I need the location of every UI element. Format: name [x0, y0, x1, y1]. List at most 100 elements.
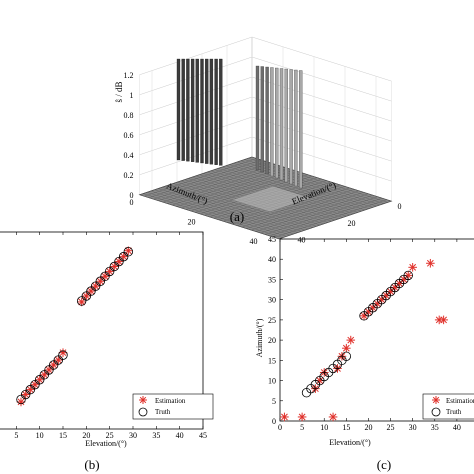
panel-c-ylabel: Azimuth/(°) — [255, 318, 264, 357]
estimation-point — [16, 397, 26, 407]
estimation-point — [426, 258, 435, 268]
legend-asterisk-stroke — [432, 396, 440, 404]
bar-dark — [219, 58, 223, 166]
panel-a-bars — [176, 58, 303, 189]
estimation-point — [297, 412, 307, 422]
estimation-point-stroke — [440, 316, 448, 324]
truth-point — [30, 379, 40, 390]
floor-mesh-line — [143, 193, 283, 238]
panel-b-legend-truth: Truth — [155, 408, 171, 416]
bar-dark — [176, 58, 181, 161]
estimation-point-stroke — [59, 349, 67, 357]
z-tick-label: 1.2 — [124, 71, 134, 80]
x-tick-label: 40 — [453, 423, 461, 432]
estimation-point-stroke — [342, 344, 350, 352]
y-tick-label: 0 — [272, 417, 276, 426]
panel-b-axes: 5 10 15 20 25 30 35 40 45 — [0, 231, 207, 440]
y-tick-label: 10 — [268, 377, 276, 386]
x-tick-label: 45 — [199, 431, 207, 440]
bar-light — [260, 66, 264, 173]
truth-point — [86, 286, 96, 296]
floor-mesh-line — [154, 189, 295, 235]
truth-point — [90, 281, 101, 291]
estimation-point — [328, 412, 338, 422]
estimation-point-stroke — [404, 272, 412, 279]
azimuth-tick-label: 0 — [398, 202, 402, 211]
y-tick-label: 35 — [268, 275, 276, 284]
y-tick-label: 40 — [268, 255, 276, 264]
x-tick-label: 40 — [176, 431, 184, 440]
estimation-point-stroke — [298, 413, 306, 421]
x-tick-label: 10 — [320, 423, 328, 432]
truth-point — [95, 276, 106, 286]
floor-mesh-line — [139, 194, 280, 240]
x-tick-label: 20 — [82, 431, 90, 440]
x-tick-label: 5 — [14, 431, 18, 440]
truth-point — [104, 266, 115, 277]
estimation-point — [77, 297, 86, 307]
panel-c-legend-estimation: Estimation — [446, 397, 474, 405]
bar-dark — [205, 58, 209, 164]
azimuth-tick-label: 20 — [348, 219, 356, 228]
legend-asterisk — [139, 396, 147, 404]
truth-point — [118, 251, 129, 262]
bar-light — [294, 69, 298, 187]
bar-light — [255, 65, 260, 171]
azimuth-tick-label: 40 — [298, 236, 306, 245]
x-tick-label: 15 — [342, 423, 350, 432]
x-tick-label: 35 — [431, 423, 439, 432]
bar-dark — [190, 58, 195, 162]
panel-c-label: (c) — [377, 457, 391, 472]
y-tick-label: 15 — [268, 356, 276, 365]
panel-c-marks — [280, 258, 448, 422]
x-tick-label: 30 — [129, 431, 137, 440]
estimation-point-stroke — [347, 336, 355, 344]
floor-mesh-line — [260, 195, 373, 234]
panel-c-legend: Estimation Truth — [422, 393, 474, 420]
panel-c-xlabel: Elevation/(°) — [329, 438, 371, 447]
bar-dark — [209, 58, 214, 165]
z-tick-label: 0 — [130, 191, 134, 200]
truth-point — [58, 350, 68, 360]
elevation-tick-label: 20 — [188, 217, 196, 226]
floor-highlight — [232, 186, 310, 212]
panel-c-legend-truth: Truth — [446, 408, 462, 416]
panel-b-legend: Estimation Truth — [132, 393, 214, 420]
bar-dark — [186, 58, 190, 162]
bar-dark — [195, 58, 199, 163]
bar-light — [284, 68, 288, 183]
bar-dark — [200, 58, 204, 164]
y-tick-label: 30 — [268, 296, 276, 305]
floor-mesh-line — [150, 190, 291, 236]
truth-point — [20, 389, 31, 400]
z-tick-label: 0.8 — [124, 111, 134, 120]
panel-c-legend-estimation-marker — [432, 396, 440, 404]
panel-b-label: (b) — [84, 457, 99, 472]
estimation-point-stroke — [329, 413, 337, 421]
truth-point — [114, 256, 124, 267]
estimation-point-stroke — [281, 413, 288, 421]
estimation-point — [342, 343, 351, 353]
panel-a-floor-mesh — [138, 156, 393, 240]
truth-point — [341, 351, 352, 361]
floor-mesh-line — [146, 192, 287, 237]
x-tick-label: 25 — [387, 423, 395, 432]
y-tick-label: 5 — [272, 397, 276, 406]
estimation-point — [54, 355, 63, 365]
z-tick-label: 0.2 — [124, 171, 134, 180]
x-tick-label: 10 — [36, 431, 44, 440]
x-tick-label: 30 — [409, 423, 417, 432]
truth-point — [403, 270, 413, 281]
panel-c-axes: 0 5 10 15 20 25 30 35 40 0 5 10 15 20 25 30 35 40 45 — [268, 235, 474, 432]
x-tick-label: 35 — [152, 431, 160, 440]
floor-mesh-line — [264, 196, 378, 235]
floor-mesh-line — [274, 199, 387, 238]
bar-light — [270, 67, 274, 177]
estimation-point — [82, 291, 91, 301]
bar-light — [265, 66, 269, 175]
panel-b-scatter-chart: 5 10 15 20 25 30 35 40 45 Estimation Truth Eleva… — [0, 231, 214, 472]
floor-mesh-line — [269, 197, 383, 237]
estimation-point — [280, 412, 289, 422]
truth-point — [81, 291, 92, 301]
truth-point — [39, 370, 50, 380]
